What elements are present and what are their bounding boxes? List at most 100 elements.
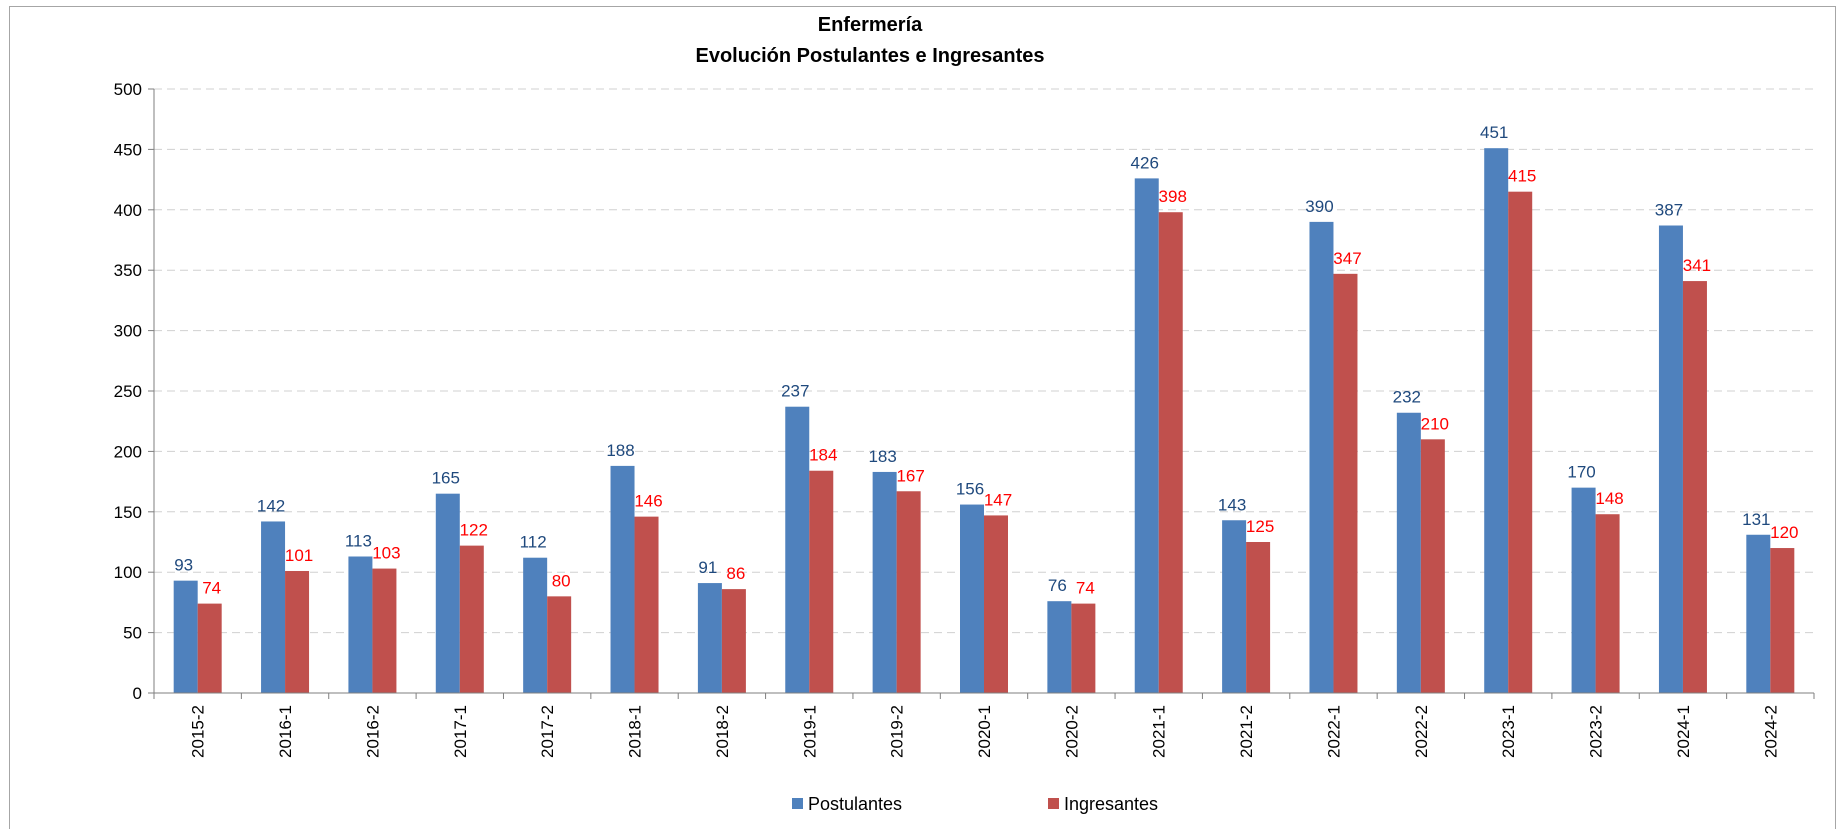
bar-ingresantes [1682,281,1707,693]
x-tick-label: 2024-2 [1761,705,1780,758]
bar-postulantes [1047,601,1072,693]
bar-ingresantes [1420,439,1445,693]
legend-item-ingresantes: Ingresantes [1048,794,1158,814]
legend-swatch [1048,798,1059,809]
x-tick-label: 2017-2 [538,705,557,758]
y-tick-label: 250 [114,382,142,401]
bar-postulantes [785,406,810,693]
x-tick-label: 2022-1 [1324,705,1343,758]
data-label-ingresantes: 80 [552,571,571,590]
bar-postulantes [1222,520,1247,693]
bar-ingresantes [1770,548,1795,693]
bar-postulantes [697,583,722,693]
bar-ingresantes [1595,514,1620,693]
x-tick-label: 2021-1 [1150,705,1169,758]
x-tick-label: 2019-1 [800,705,819,758]
x-tick-label: 2023-2 [1587,705,1606,758]
data-label-postulantes: 451 [1480,123,1508,142]
data-label-ingresantes: 101 [285,546,313,565]
y-tick-label: 100 [114,563,142,582]
data-label-postulantes: 143 [1218,495,1246,514]
y-tick-label: 200 [114,442,142,461]
bar-postulantes [523,557,548,693]
bar-postulantes [173,580,198,693]
y-tick-label: 400 [114,201,142,220]
data-label-ingresantes: 167 [896,466,924,485]
legend-label: Ingresantes [1064,794,1158,814]
data-label-postulantes: 237 [781,382,809,401]
bar-postulantes [1658,225,1683,693]
bar-postulantes [435,493,460,693]
data-label-postulantes: 165 [432,469,460,488]
data-label-ingresantes: 148 [1595,489,1623,508]
data-label-ingresantes: 184 [809,446,837,465]
y-tick-label: 300 [114,322,142,341]
x-tick-label: 2024-1 [1674,705,1693,758]
x-tick-label: 2018-1 [626,705,645,758]
bar-postulantes [1746,534,1771,693]
y-tick-label: 350 [114,261,142,280]
data-label-postulantes: 426 [1131,153,1159,172]
bar-postulantes [1396,412,1421,693]
x-tick-label: 2017-1 [451,705,470,758]
data-label-ingresantes: 146 [634,492,662,511]
bar-postulantes [348,556,373,693]
chart-title: Enfermería [818,14,923,36]
bar-ingresantes [634,516,659,693]
legend-label: Postulantes [808,794,902,814]
data-label-ingresantes: 122 [460,521,488,540]
bar-postulantes [1484,148,1509,693]
x-tick-label: 2020-1 [975,705,994,758]
bar-ingresantes [197,603,222,693]
legend-swatch [792,798,803,809]
data-label-ingresantes: 74 [1076,579,1095,598]
x-tick-label: 2022-2 [1412,705,1431,758]
data-label-postulantes: 131 [1742,510,1770,529]
bar-ingresantes [809,470,834,693]
bar-ingresantes [547,596,572,693]
y-tick-label: 0 [133,684,142,703]
bar-postulantes [1309,221,1334,693]
bar-ingresantes [1071,603,1096,693]
bar-ingresantes [1246,542,1271,693]
y-tick-label: 150 [114,503,142,522]
x-tick-label: 2021-2 [1237,705,1256,758]
x-tick-label: 2015-2 [189,705,208,758]
data-label-postulantes: 156 [956,480,984,499]
data-label-postulantes: 93 [174,556,193,575]
chart-subtitle: Evolución Postulantes e Ingresantes [696,45,1045,67]
bar-postulantes [872,471,897,693]
data-label-postulantes: 188 [606,441,634,460]
x-tick-label: 2019-2 [888,705,907,758]
data-label-ingresantes: 347 [1333,249,1361,268]
x-tick-label: 2016-2 [363,705,382,758]
data-label-ingresantes: 103 [372,544,400,563]
y-tick-label: 500 [114,80,142,99]
bar-ingresantes [1158,212,1183,693]
legend: Postulantes Ingresantes [792,794,1158,814]
data-label-postulantes: 232 [1393,388,1421,407]
bar-ingresantes [1333,273,1358,693]
data-label-postulantes: 390 [1305,197,1333,216]
bars [173,148,1795,694]
data-label-ingresantes: 74 [202,579,221,598]
gridlines [154,88,1814,634]
bar-ingresantes [721,589,746,693]
data-label-ingresantes: 341 [1683,256,1711,275]
bar-ingresantes [1508,191,1533,693]
x-tick-label: 2016-1 [276,705,295,758]
y-axis: 0 50 100 150 200 250 300 350 400 450 500 [114,80,155,703]
data-label-ingresantes: 210 [1421,414,1449,433]
data-label-ingresantes: 125 [1246,517,1274,536]
bar-ingresantes [459,545,484,693]
bar-ingresantes [372,568,397,693]
data-label-ingresantes: 398 [1159,187,1187,206]
data-label-postulantes: 387 [1655,201,1683,220]
data-label-postulantes: 170 [1567,463,1595,482]
data-label-ingresantes: 147 [984,490,1012,509]
bar-postulantes [610,465,635,693]
data-label-postulantes: 183 [868,447,896,466]
data-label-ingresantes: 86 [726,564,745,583]
x-tick-label: 2020-2 [1062,705,1081,758]
